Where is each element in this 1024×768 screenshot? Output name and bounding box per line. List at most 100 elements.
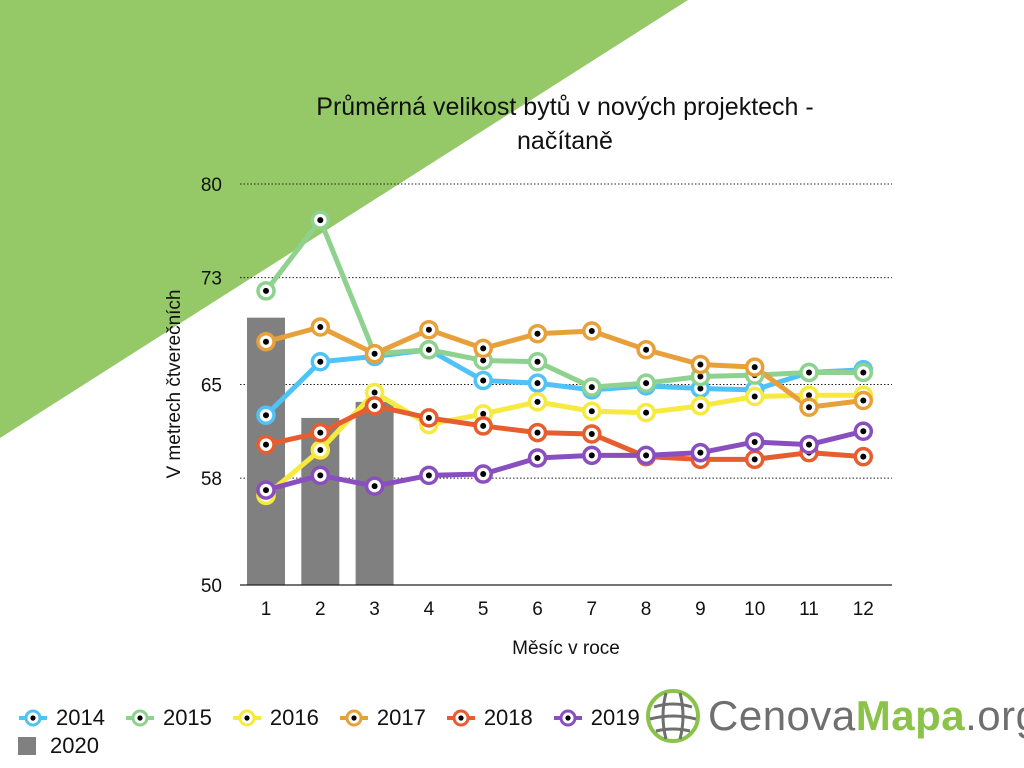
point-2017-month-11 (799, 397, 819, 417)
point-2017-month-8 (636, 339, 656, 360)
legend-label-2016: 2016 (269, 705, 319, 730)
x-tick-label: 9 (695, 599, 706, 620)
x-tick-label: 12 (853, 599, 874, 620)
point-2018-month-2 (310, 422, 331, 443)
point-2019-month-2 (310, 465, 331, 486)
legend-swatch-2020 (18, 737, 36, 755)
x-axis-label: Měsíc v roce (512, 638, 620, 659)
logo-text-mapa: Mapa (855, 692, 966, 739)
point-2019-month-9 (690, 442, 711, 463)
point-2016-month-7 (582, 401, 602, 421)
x-tick-label: 6 (532, 599, 543, 620)
chart-title-line-1: Průměrná velikost bytů v nových projekte… (316, 93, 814, 121)
bar-series-2020 (247, 317, 394, 585)
chart-title-line-2: načítaně (517, 127, 613, 155)
point-2017-month-4 (419, 319, 439, 340)
x-tick-label: 5 (478, 599, 489, 620)
point-2019-month-4 (419, 465, 439, 486)
line-2015 (263, 217, 866, 390)
y-tick-label: 58 (201, 469, 222, 490)
legend-row-bars: 2020 (18, 732, 638, 760)
point-2019-month-8 (636, 445, 656, 466)
legend-label-2015: 2015 (162, 705, 212, 730)
axes: 1 2 3 4 5 6 7 8 9 10 11 12 (240, 584, 892, 620)
point-2017-month-3 (364, 344, 385, 364)
point-2015-month-7 (582, 377, 602, 397)
point-2017-month-9 (690, 354, 711, 375)
background-triangle (0, 0, 688, 438)
point-2015-month-2 (310, 210, 331, 230)
point-2018-month-7 (582, 424, 602, 444)
legend-label-2019: 2019 (590, 705, 640, 730)
point-2018-month-6 (527, 422, 548, 443)
x-tick-label: 7 (587, 599, 598, 620)
point-2015-month-4 (419, 339, 439, 360)
legend-item-2015: 2015 (125, 705, 212, 731)
legend-label-2014: 2014 (56, 705, 105, 730)
point-2019-month-1 (256, 480, 276, 500)
logo-text-cenova: Cenova (708, 692, 856, 739)
point-2015-month-8 (636, 373, 656, 393)
cenovamapa-logo: CenovaMapa.org (644, 686, 1024, 746)
y-tick-label: 50 (201, 576, 222, 597)
y-tick-label: 73 (201, 269, 222, 290)
point-2015-month-11 (799, 362, 819, 383)
x-tick-label: 2 (315, 599, 326, 620)
point-2018-month-4 (419, 408, 439, 428)
point-2016-month-6 (527, 392, 548, 412)
point-2017-month-6 (527, 323, 548, 344)
point-2014-month-1 (256, 405, 276, 425)
x-tick-label: 1 (261, 599, 272, 620)
line-2018 (263, 403, 866, 462)
legend-item-2020: 2020 (18, 733, 99, 759)
x-tick-label: 3 (369, 599, 380, 620)
legend-marker-2015 (125, 709, 154, 727)
legend-item-2016: 2016 (232, 705, 319, 731)
point-2017-month-5 (473, 338, 493, 359)
x-tick-label: 8 (641, 599, 652, 620)
legend-label-2020: 2020 (50, 733, 99, 758)
point-2017-month-12 (853, 390, 874, 411)
logo-text: CenovaMapa.org (708, 692, 1024, 740)
legend-item-2014: 2014 (18, 705, 105, 731)
line-series (263, 217, 866, 498)
legend-marker-2018 (446, 709, 475, 727)
point-2017-month-2 (310, 317, 331, 337)
point-2019-month-3 (364, 476, 385, 496)
legend-marker-2016 (232, 709, 261, 727)
legend-row-lines: 2014 2015 2016 2017 2018 2019 (18, 704, 640, 732)
point-2017-month-1 (256, 331, 276, 352)
point-2015-month-12 (853, 362, 874, 383)
legend-label-2017: 2017 (376, 705, 426, 730)
globe-icon (646, 689, 700, 743)
legend-marker-2017 (339, 709, 368, 727)
point-2014-month-6 (527, 373, 548, 393)
point-2015-month-1 (256, 281, 276, 301)
point-2019-month-12 (853, 421, 874, 442)
point-2018-month-5 (473, 416, 493, 436)
point-2017-month-10 (744, 357, 765, 377)
x-tick-label: 10 (744, 599, 765, 620)
point-2014-month-2 (310, 352, 331, 372)
line-2019 (263, 428, 866, 493)
legend: 2014 2015 2016 2017 2018 2019 2020 (18, 704, 640, 760)
legend-marker-2014 (19, 709, 47, 727)
point-2019-month-10 (744, 432, 765, 452)
point-2016-month-10 (744, 386, 765, 407)
point-2018-month-12 (853, 446, 874, 467)
y-tick-label: 65 (201, 376, 222, 397)
point-2016-month-8 (636, 402, 656, 423)
data-markers (256, 210, 874, 506)
legend-item-2017: 2017 (339, 705, 426, 731)
point-2019-month-7 (582, 445, 602, 466)
point-2019-month-11 (799, 434, 819, 455)
point-2015-month-6 (527, 352, 548, 372)
legend-marker-2019 (553, 709, 582, 727)
point-2017-month-7 (582, 321, 602, 341)
logo-text-org: .org (965, 692, 1024, 739)
y-tick-label: 80 (201, 175, 222, 196)
point-2016-month-2 (310, 440, 331, 460)
point-2018-month-1 (256, 434, 276, 455)
